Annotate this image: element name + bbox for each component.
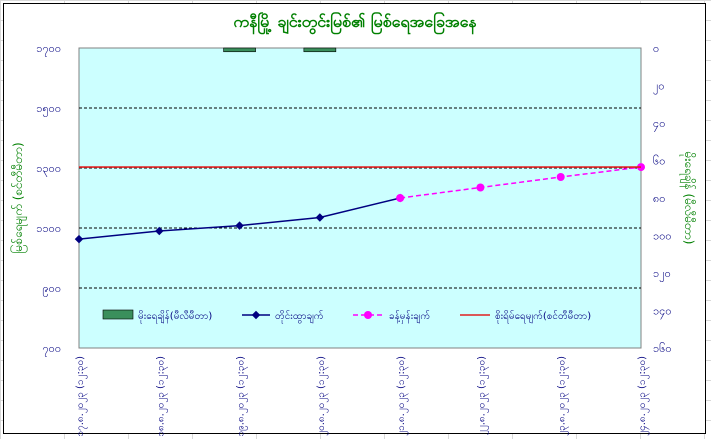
legend-marker-forecast (364, 311, 372, 319)
right-tick-label: ၁၂၀ (653, 267, 671, 282)
right-tick-label: ၁၀၀ (653, 230, 672, 243)
legend-marker-observed (251, 310, 261, 320)
right-tick-label: ၈၀ (653, 192, 665, 205)
left-tick-label: ၇၀၀ (42, 342, 61, 357)
observed-point (315, 213, 325, 222)
x-tick-label: ၂၃.၈.၂၀၂၃ (၁၂:၃၀) (557, 356, 570, 436)
x-tick-label: ၁၇.၈.၂၀၂၃ (၁၂:၃၀) (75, 356, 88, 437)
right-tick-label: ၂၀ (653, 80, 665, 95)
legend-label: မိုးရေချိန်(မီလီမီတာ) (138, 309, 212, 324)
right-tick-label: ၁၄၀ (653, 305, 672, 320)
forecast-line (400, 166, 642, 199)
x-tick-label: ၁၉.၈.၂၀၂၃ (၁၂:၃၀) (236, 356, 249, 437)
x-tick-label: ၁၈.၈.၂၀၂၃ (၁၂:၃၀) (155, 356, 168, 437)
legend-label: ခန့်မှန်းချက် (389, 309, 430, 324)
rain-bar (303, 47, 337, 53)
left-tick-label: ၁၁၀၀ (36, 222, 61, 235)
legend-label: စိုးရိမ်ရေမျက်(စင်တီမီတာ) (495, 309, 591, 324)
x-tick-label: ၂၀.၈.၂၀၂၃ (၁၂:၃၀) (316, 356, 329, 436)
right-tick-label: ၀ (653, 42, 659, 55)
observed-point (155, 226, 164, 236)
plot-area (78, 47, 642, 349)
chart-title: ကနီမြို့ ချင်းတွင်းမြစ်၏ မြစ်ရေအခြေအနေ (233, 11, 477, 35)
rain-bar (223, 47, 256, 53)
right-tick-label: ၁၆၀ (653, 342, 672, 355)
x-tick-label: ၂၄.၈.၂၀၂၃ (၁၂:၃၀) (637, 356, 650, 436)
x-tick-label: ၂၂.၈.၂၀၂၃ (၁၂:၃၀) (476, 356, 489, 435)
left-tick-label: ၁၅၀၀ (36, 102, 61, 117)
legend-symbol-rain (102, 309, 134, 320)
right-tick-label: ၄၀ (653, 117, 665, 132)
forecast-point (396, 194, 405, 202)
x-tick-label: ၂၁.၈.၂၀၂၃ (၁၂:၃၀) (396, 356, 409, 436)
left-tick-label: ၁၃၀၀ (36, 162, 61, 177)
y-axis-left-title: မြစ်ရေမျက် (စင်တီမီတာ) (9, 142, 28, 253)
right-tick-label: ၆၀ (653, 155, 665, 168)
left-tick-label: ၁၇၀၀ (36, 42, 61, 57)
observed-point (235, 221, 244, 230)
legend-label: တိုင်းထွာချက် (275, 309, 324, 324)
forecast-point (556, 173, 565, 181)
observed-point (74, 234, 84, 244)
y-axis-right-title: မိုးရေချိန် (မီလီမီတာ) (679, 152, 697, 245)
left-tick-label: ၉၀၀ (42, 282, 61, 297)
forecast-point (476, 183, 485, 192)
